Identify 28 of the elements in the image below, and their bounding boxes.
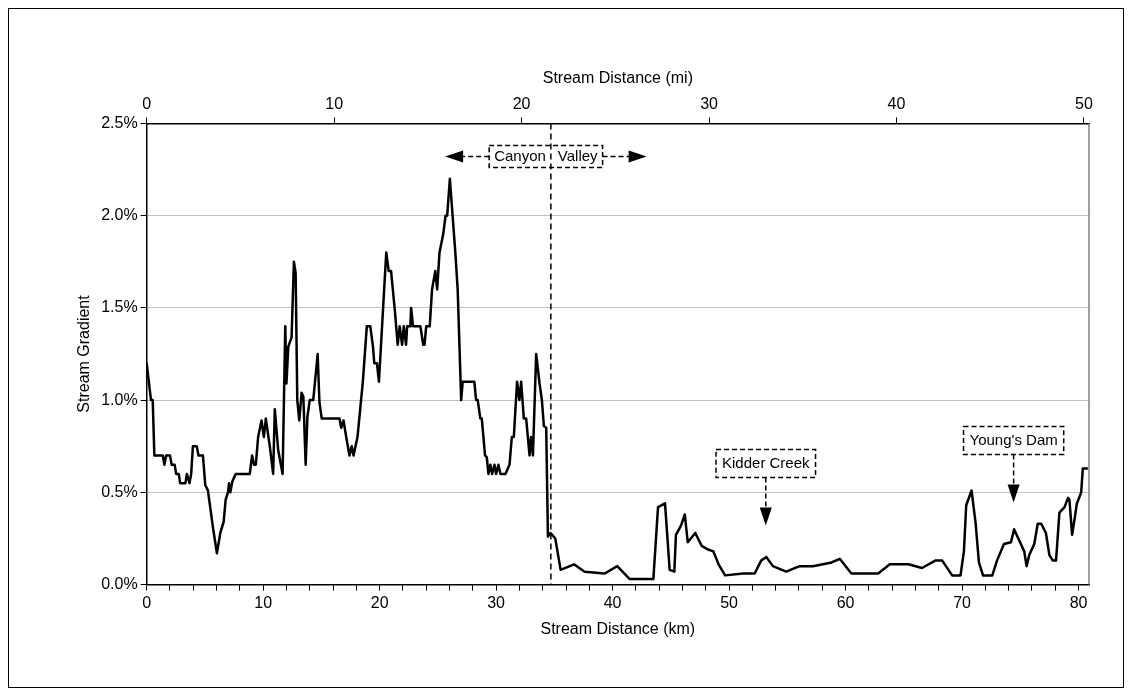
annotation: Young's Dam [969, 430, 1058, 448]
x2-axis-title: Stream Distance (mi) [542, 69, 693, 87]
x2-tick-label: 10 [325, 95, 344, 113]
annotation: Canyon [494, 146, 546, 164]
x-tick-label: 40 [603, 593, 622, 611]
annotation: Valley [557, 146, 599, 164]
x-tick-label: 80 [1069, 593, 1088, 611]
y-axis-title: Stream Gradient [75, 294, 93, 413]
x2-tick-label: 0 [142, 95, 152, 113]
y-tick-label: 0.5% [101, 482, 138, 500]
x-axis-title: Stream Distance (km) [540, 619, 696, 637]
y-tick-label: 1.5% [101, 298, 138, 316]
x-tick-label: 10 [254, 593, 273, 611]
x-tick-label: 20 [370, 593, 389, 611]
x-tick-label: 50 [720, 593, 739, 611]
y-tick-label: 2.5% [101, 113, 138, 131]
x-tick-label: 30 [487, 593, 506, 611]
x2-tick-label: 50 [1075, 95, 1093, 113]
x2-tick-label: 40 [887, 95, 906, 113]
annotation: Kidder Creek [722, 453, 811, 471]
y-tick-label: 2.0% [101, 206, 138, 224]
x-tick-label: 70 [953, 593, 972, 611]
x-tick-label: 0 [142, 593, 152, 611]
x2-tick-label: 30 [700, 95, 719, 113]
x2-tick-label: 20 [512, 95, 531, 113]
y-tick-label: 0.0% [101, 575, 138, 593]
x-tick-label: 60 [836, 593, 855, 611]
y-tick-label: 1.0% [101, 390, 138, 408]
